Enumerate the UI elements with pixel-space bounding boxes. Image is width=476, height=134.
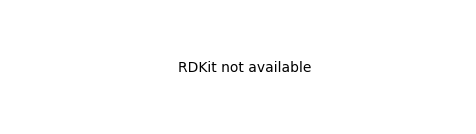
Text: RDKit not available: RDKit not available xyxy=(178,61,310,75)
